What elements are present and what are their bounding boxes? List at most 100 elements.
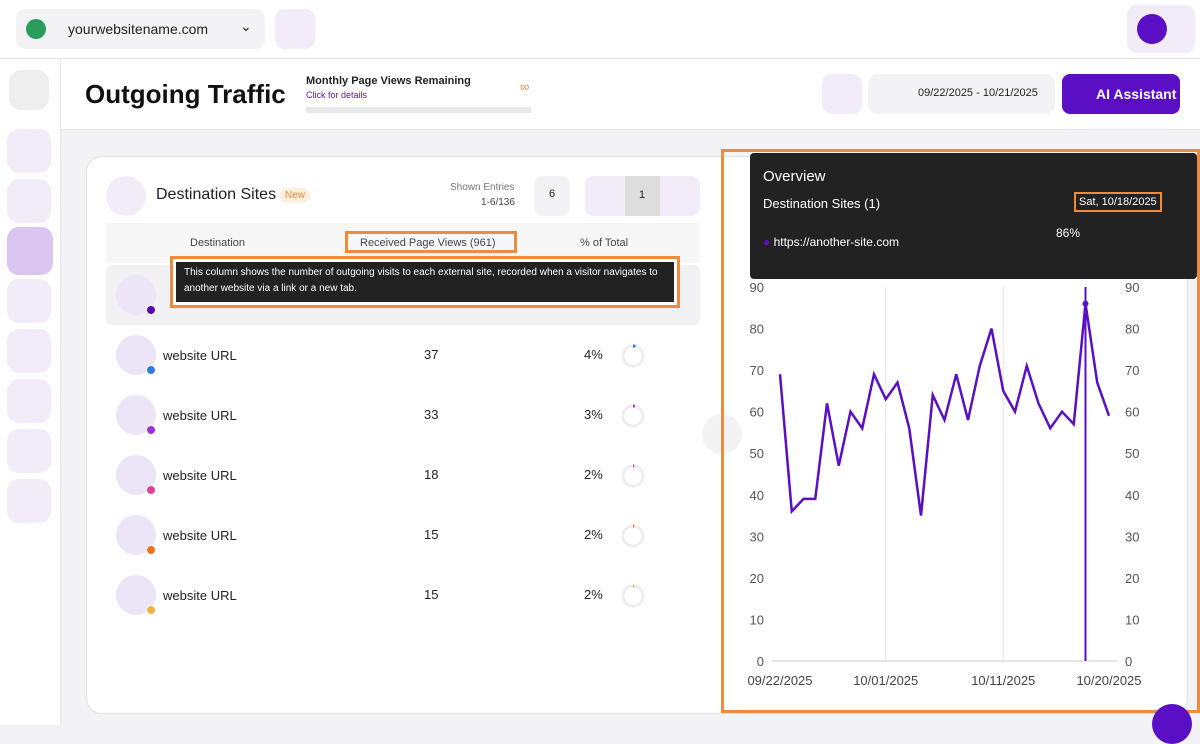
y2-tick-label: 60 <box>1125 405 1139 420</box>
quota-link[interactable]: Click for details <box>306 90 368 100</box>
destination: website URL <box>163 528 237 543</box>
color-dot <box>146 545 156 555</box>
y2-tick-label: 20 <box>1125 571 1139 586</box>
nav-item[interactable] <box>7 479 51 523</box>
x-tick-label: 10/20/2025 <box>1076 673 1141 688</box>
shown-range: 1-6/136 <box>481 197 515 208</box>
column-header[interactable]: Destination <box>190 237 246 249</box>
y2-tick-label: 70 <box>1125 363 1139 378</box>
y2-tick-label: 80 <box>1125 322 1139 337</box>
y-tick-label: 90 <box>750 280 764 295</box>
ring-track <box>621 344 645 368</box>
x-tick-label: 10/11/2025 <box>971 673 1035 688</box>
y2-tick-label: 40 <box>1125 488 1139 503</box>
sidebar <box>0 59 61 725</box>
ring-value <box>621 464 645 488</box>
quota-value: ∞ <box>520 79 530 94</box>
chevron: ⌄ <box>240 18 252 34</box>
nav-item[interactable] <box>7 279 51 323</box>
y-tick-label: 20 <box>750 571 764 586</box>
destination: website URL <box>163 468 237 483</box>
date-range: 09/22/2025 - 10/21/2025 <box>918 87 1038 99</box>
y-tick-label: 70 <box>750 363 764 378</box>
page-number: 1 <box>639 189 646 201</box>
page-views: 15 <box>424 527 439 542</box>
refresh[interactable] <box>822 74 862 114</box>
ring-track <box>621 404 645 428</box>
column-header[interactable]: % of Total <box>580 237 629 249</box>
y2-tick-label: 30 <box>1125 529 1139 544</box>
user-menu[interactable] <box>1127 5 1195 53</box>
nav-item-active[interactable] <box>7 227 53 275</box>
color-dot <box>146 605 156 615</box>
x-tick-label: 09/22/2025 <box>747 673 812 688</box>
ring-value <box>621 344 645 368</box>
date-picker[interactable]: 09/22/2025 - 10/21/2025 <box>868 74 1055 114</box>
nav-item[interactable] <box>7 379 51 423</box>
page-views: 15 <box>424 587 439 602</box>
y-tick-label: 30 <box>750 529 764 544</box>
table-row: website URL 37 4% <box>106 325 700 385</box>
y-tick-label: 0 <box>757 654 764 669</box>
column-header[interactable]: Received Page Views (961) <box>360 237 496 249</box>
table-row: website URL 18 2% <box>106 445 700 505</box>
y2-tick-label: 0 <box>1125 654 1132 669</box>
page-views: 18 <box>424 467 439 482</box>
site-name: yourwebsitename.com <box>68 21 209 37</box>
tooltip-date: Sat, 10/18/2025 <box>1074 192 1162 212</box>
percent: 2% <box>584 527 603 542</box>
avatar <box>1137 14 1167 44</box>
nav-item[interactable] <box>7 179 51 223</box>
site-icon <box>26 19 46 39</box>
y2-tick-label: 10 <box>1125 612 1139 627</box>
page-views: 33 <box>424 407 439 422</box>
page-views: 37 <box>424 347 439 362</box>
table-title: Destination Sites <box>156 186 277 203</box>
page-size-value: 6 <box>549 188 556 200</box>
ring-value <box>621 524 645 548</box>
percent-ring <box>621 584 645 608</box>
y-tick-label: 40 <box>750 488 764 503</box>
table-row: website URL 33 3% <box>106 385 700 445</box>
column-tooltip: This column shows the number of outgoing… <box>176 262 674 302</box>
external-link[interactable] <box>275 9 315 49</box>
tooltip-series-name: https://another-site.com <box>773 235 899 249</box>
destination: website URL <box>163 408 237 423</box>
pager: 1 <box>585 176 700 216</box>
shown-label: Shown Entries <box>450 182 515 193</box>
collapse[interactable] <box>9 70 49 110</box>
tooltip-series: ● https://another-site.com <box>763 235 899 249</box>
x-tick-label: 10/01/2025 <box>853 673 918 688</box>
highlight: This column shows the number of outgoing… <box>170 256 680 308</box>
chat-button[interactable] <box>1152 704 1192 744</box>
ring-track <box>621 464 645 488</box>
page-size[interactable]: 6 <box>534 176 570 216</box>
percent: 4% <box>584 347 603 362</box>
color-dot <box>146 305 156 315</box>
ring-value <box>621 404 645 428</box>
percent-ring <box>621 404 645 428</box>
y2-tick-label: 50 <box>1125 446 1139 461</box>
nav-item[interactable] <box>7 329 51 373</box>
site-select[interactable]: yourwebsitename.com ⌄ <box>16 9 265 49</box>
table-row: website URL 15 2% <box>106 565 700 625</box>
y-tick-label: 60 <box>750 405 764 420</box>
y-tick-label: 80 <box>750 322 764 337</box>
page-current[interactable]: 1 <box>625 176 660 216</box>
chart: 0 10 20 30 40 50 60 70 80 90 0 10 20 30 40 50 60 70 80 90 09… <box>747 280 1141 688</box>
destination: website URL <box>163 348 237 363</box>
percent: 3% <box>584 407 603 422</box>
table-row: website URL 15 2% <box>106 505 700 565</box>
percent: 2% <box>584 587 603 602</box>
percent: 2% <box>584 467 603 482</box>
ai-button[interactable]: AI Assistant <box>1062 74 1180 114</box>
page-title: Outgoing Traffic <box>85 79 286 109</box>
highlight <box>721 149 1200 713</box>
nav-item[interactable] <box>7 429 51 473</box>
badge: New <box>280 188 311 203</box>
y2-tick-label: 90 <box>1125 280 1139 295</box>
nav-item[interactable] <box>7 129 51 173</box>
quota-bar <box>306 107 531 113</box>
ring-track <box>621 584 645 608</box>
